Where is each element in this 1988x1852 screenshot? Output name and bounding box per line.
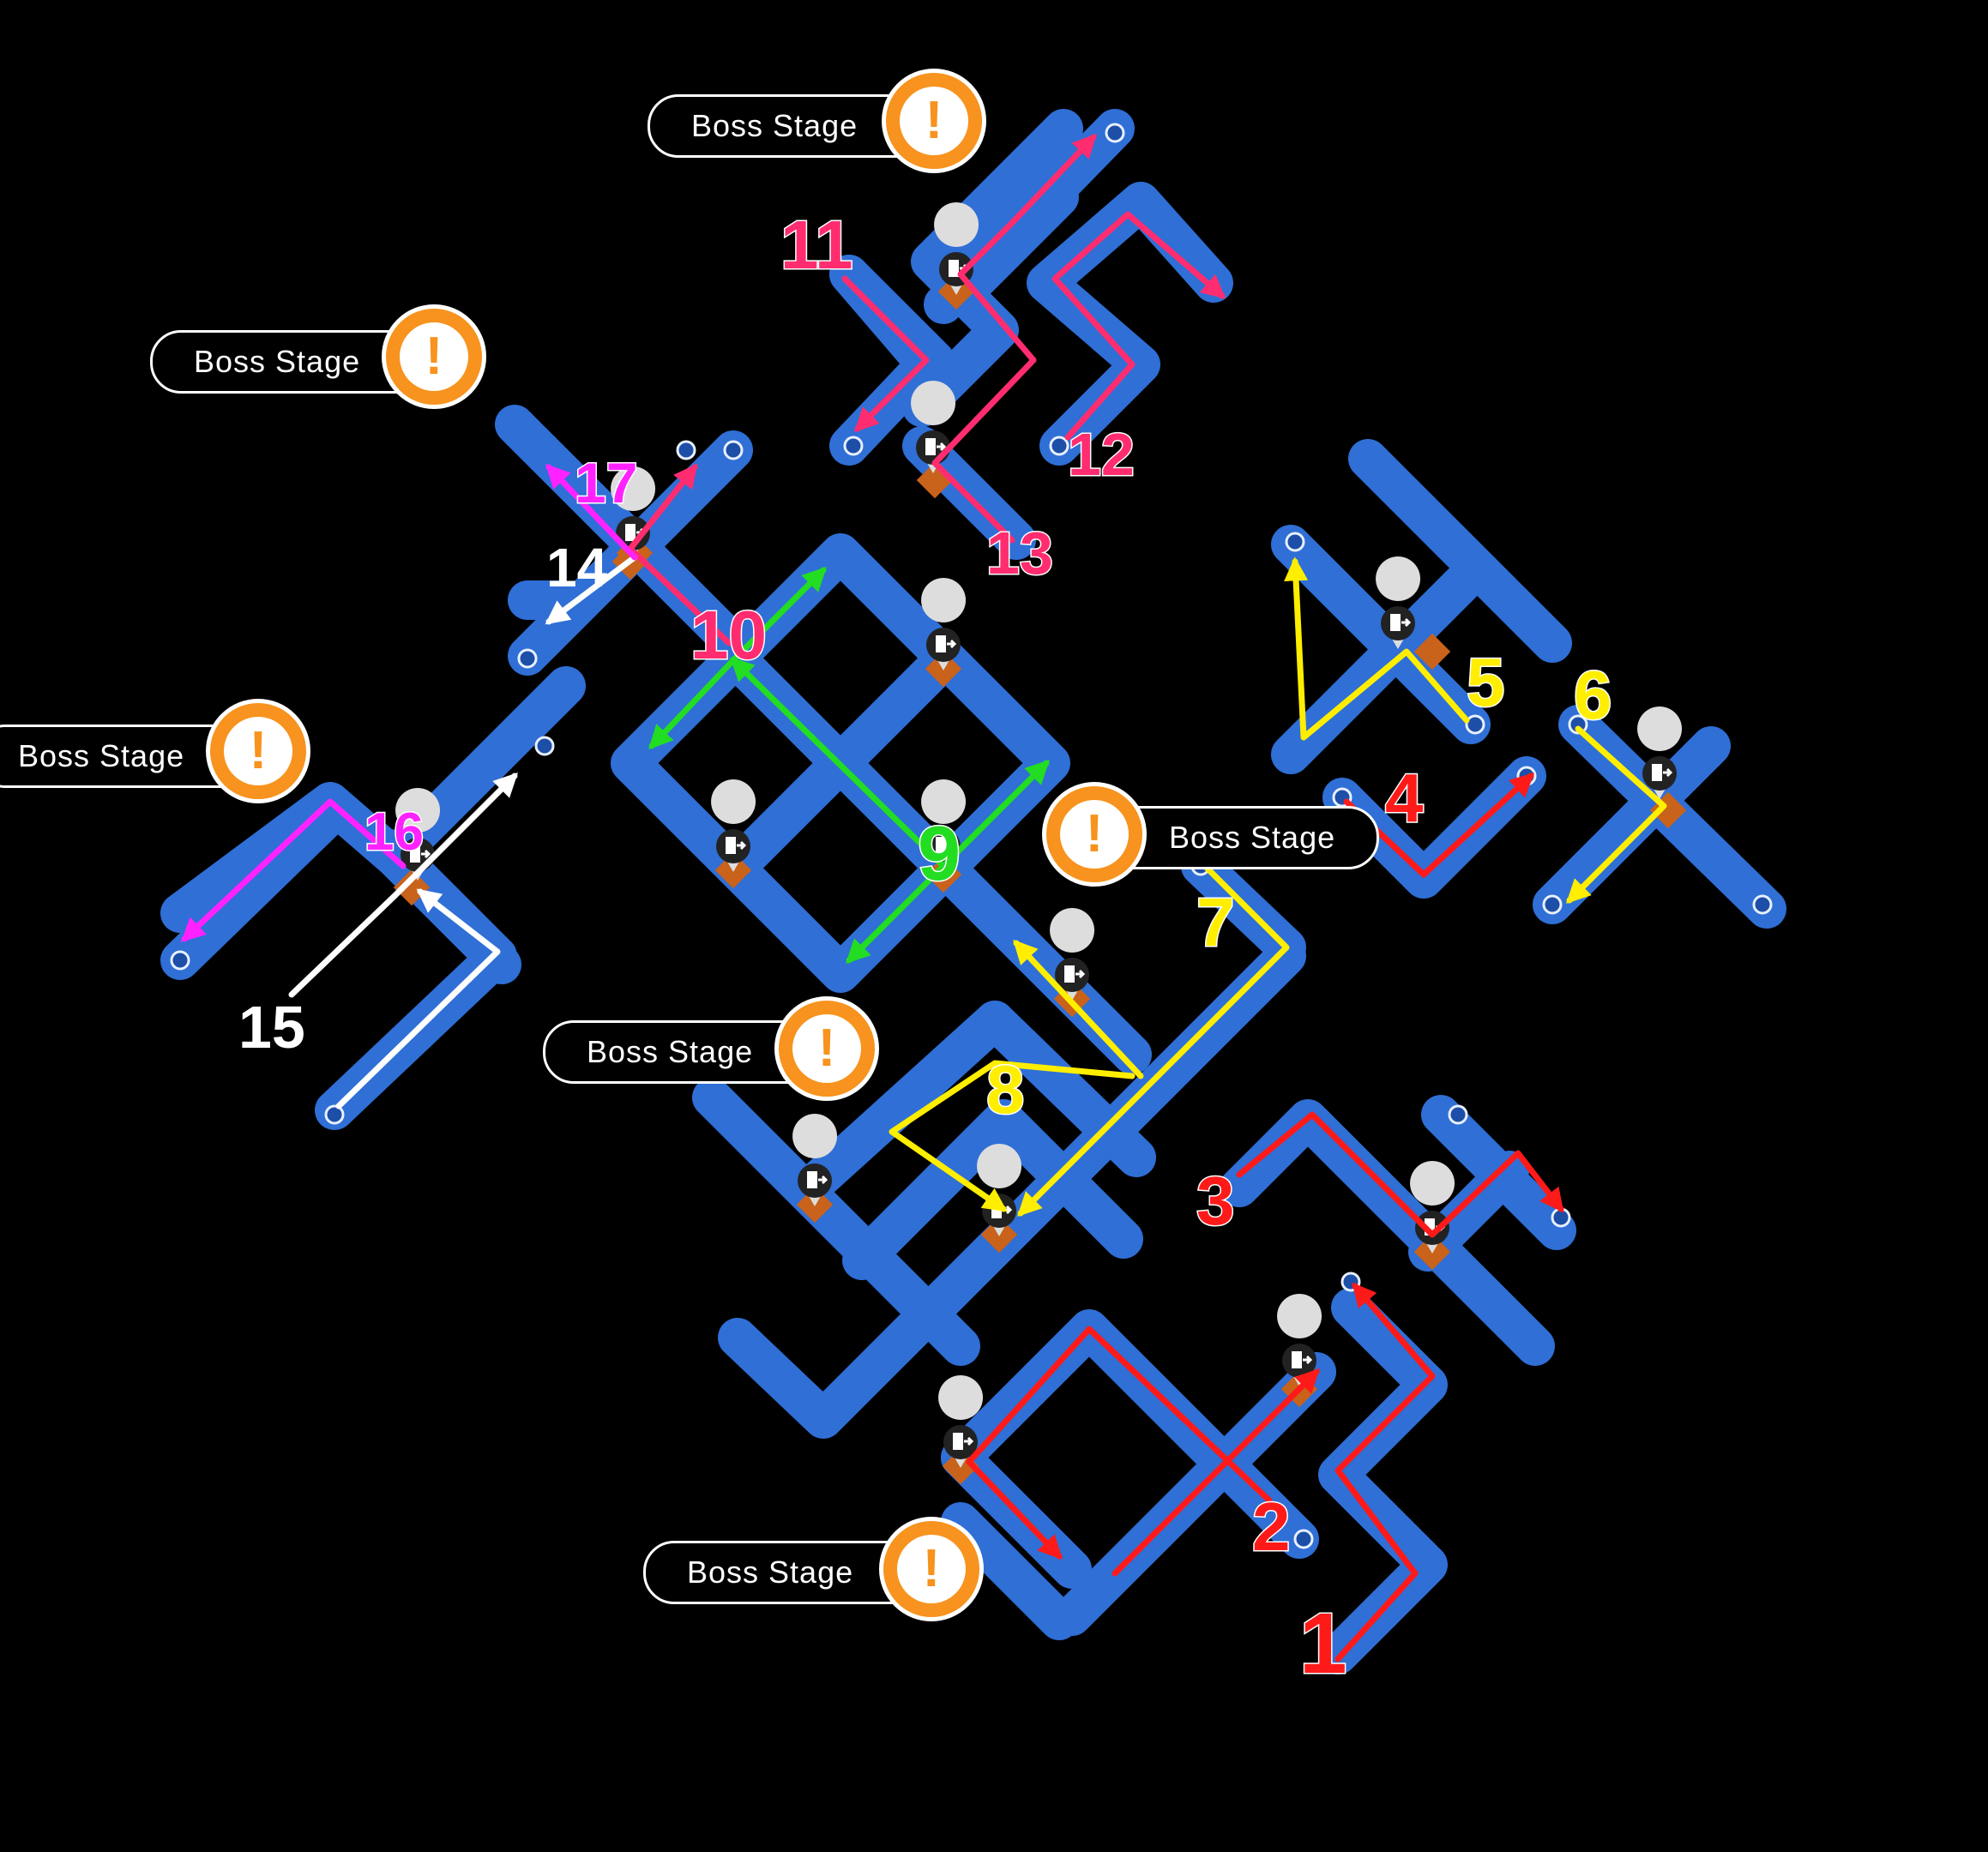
step-number: 8 (985, 1050, 1026, 1129)
step-number: 13 (985, 519, 1055, 588)
circle-node-icon (843, 436, 864, 456)
route-step-3 (1236, 1111, 1564, 1238)
step-number: 14 (546, 537, 608, 598)
track-segment (941, 1502, 1079, 1640)
step-number: 17 (573, 450, 638, 516)
route-step-9 (846, 863, 947, 964)
step-number: 1 (1298, 1595, 1349, 1693)
boss-stage-text: Boss Stage (150, 330, 475, 394)
track-segment (1027, 182, 1233, 466)
track-segment (949, 177, 1079, 307)
route-step-9e (730, 567, 827, 664)
step-number: 5 (1466, 643, 1506, 722)
step-number: 10 (690, 596, 768, 675)
route-arrows (180, 133, 1667, 1663)
route-step-13 (931, 133, 1097, 544)
circle-node-icon (1285, 532, 1305, 552)
end-nodes (170, 123, 1773, 1549)
step-number: 7 (1196, 883, 1236, 962)
route-step-9d (648, 657, 737, 750)
circle-node-icon (1542, 894, 1563, 915)
step-number: 9 (916, 810, 961, 899)
route-step-15 (335, 888, 501, 1109)
route-step-7 (1017, 863, 1290, 1217)
step-number: 2 (1251, 1488, 1292, 1566)
circle-node-icon (1448, 1104, 1468, 1125)
route-step-17 (545, 463, 638, 561)
step-number: 15 (238, 994, 305, 1061)
boss-stage-icon: ! (1042, 782, 1147, 887)
route-step-5 (1284, 556, 1470, 741)
boss-stage-icon: ! (774, 996, 879, 1101)
route-step-1 (1334, 1282, 1436, 1663)
track-segment (1533, 726, 1731, 924)
boss-stage-icon: ! (382, 304, 486, 409)
circle-node-icon (1105, 123, 1125, 143)
route-step-9b (940, 760, 1050, 869)
boss-stage-icon: ! (882, 69, 986, 173)
route-step-8b (889, 1060, 1136, 1212)
route-step-11 (841, 275, 930, 432)
track-segment (1348, 439, 1572, 663)
route-step-14 (545, 554, 638, 625)
step-number: 16 (364, 802, 425, 863)
route-step-16 (180, 798, 407, 942)
step-number: 6 (1573, 656, 1613, 735)
route-step-6 (1566, 725, 1667, 904)
track-segment (795, 1001, 1015, 1203)
route-step-12 (1051, 211, 1226, 441)
track-segment (975, 1001, 1156, 1177)
circle-node-icon (676, 440, 696, 460)
boss-stage-icon: ! (879, 1517, 984, 1621)
circle-node-icon (324, 1104, 345, 1125)
step-number: 12 (1067, 420, 1136, 490)
track-segment (692, 1078, 980, 1366)
circle-node-icon (170, 950, 190, 971)
step-number: 4 (1384, 759, 1425, 838)
track-segment (842, 1099, 1023, 1280)
route-step-15b (288, 773, 518, 998)
circle-node-icon (1049, 436, 1069, 456)
circle-node-icon (1465, 714, 1485, 735)
boss-stage-text: Boss Stage (648, 94, 973, 158)
route-step-9c (729, 657, 947, 869)
route-step-8 (1013, 939, 1144, 1079)
circle-node-icon (517, 648, 538, 669)
boss-stage-icon: ! (206, 699, 310, 803)
track-segment (984, 1099, 1143, 1259)
circle-node-icon (723, 440, 744, 460)
circle-node-icon (1293, 1529, 1314, 1549)
circle-node-icon (534, 736, 555, 756)
route-step-2 (1111, 1368, 1320, 1577)
route-step-2b (966, 1326, 1273, 1560)
circle-node-icon (1752, 894, 1773, 915)
step-number: 11 (780, 206, 855, 285)
step-number: 3 (1196, 1162, 1236, 1241)
